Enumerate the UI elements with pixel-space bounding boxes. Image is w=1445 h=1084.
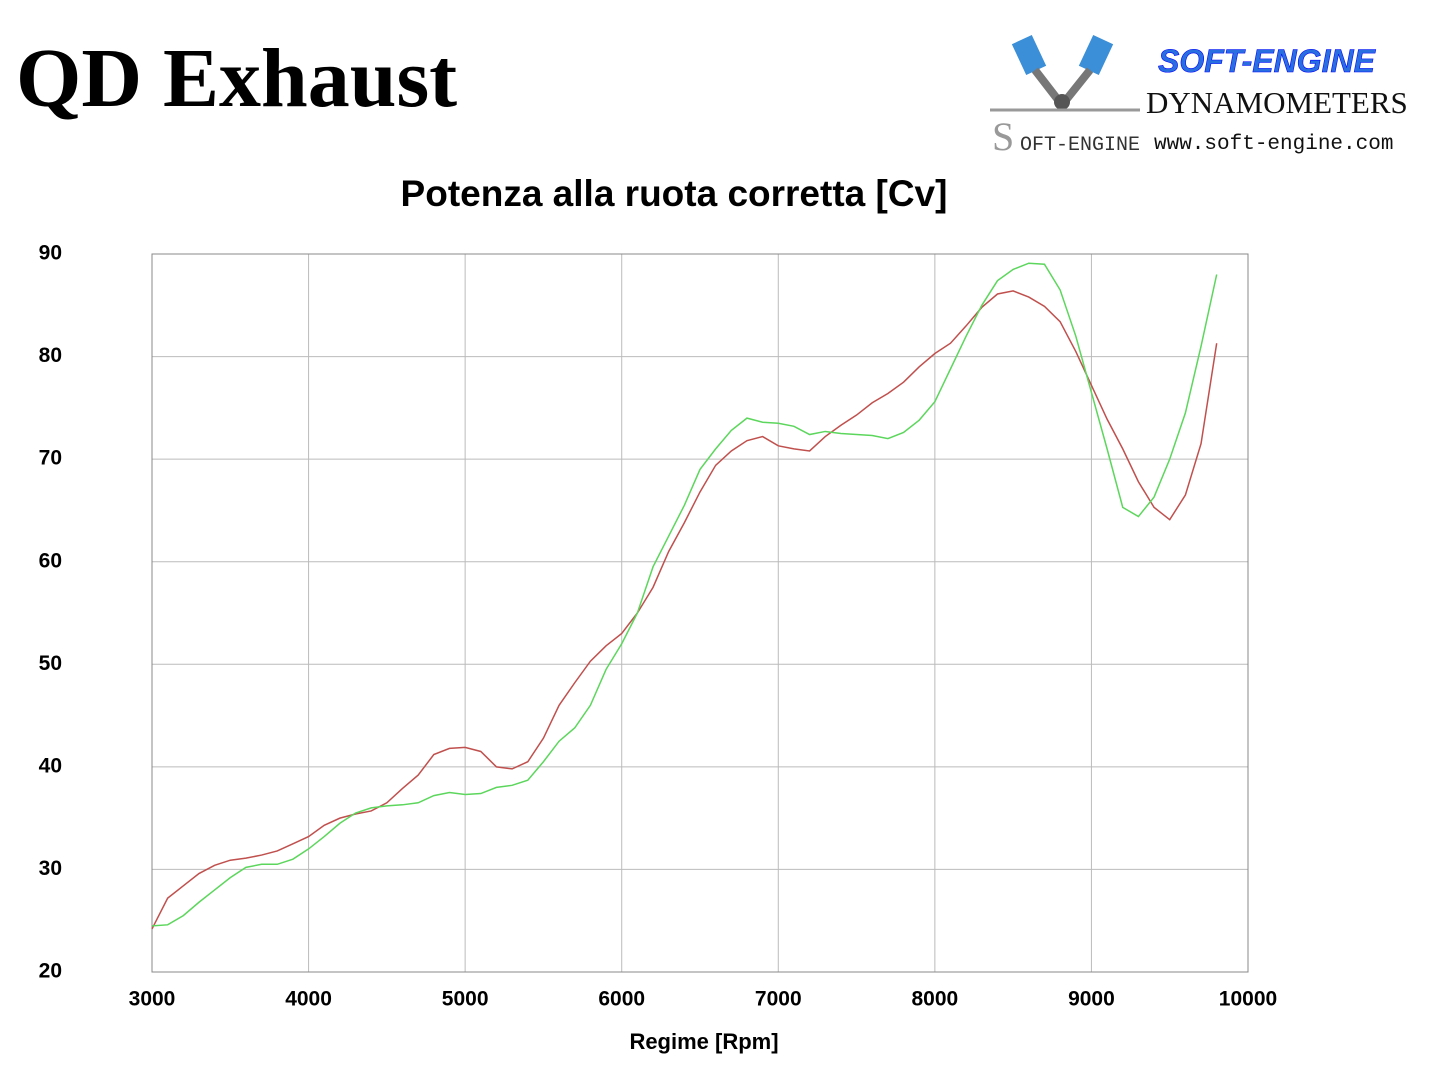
y-tick-label: 90 xyxy=(39,242,62,265)
logo-s: S xyxy=(992,114,1014,159)
y-tick-label: 60 xyxy=(39,549,62,572)
x-tick-label: 10000 xyxy=(1219,988,1277,1011)
chart-title: Potenza alla ruota corretta [Cv] xyxy=(401,173,948,214)
logo-subtitle: DYNAMOMETERS xyxy=(1146,85,1408,120)
x-tick-label: 9000 xyxy=(1068,988,1115,1011)
x-tick-label: 4000 xyxy=(285,988,332,1011)
page-title: QD Exhaust xyxy=(16,32,457,125)
x-tick-label: 7000 xyxy=(755,988,802,1011)
y-tick-label: 70 xyxy=(39,447,62,470)
logo-url: www.soft-engine.com xyxy=(1154,133,1393,156)
plot-frame xyxy=(151,253,1249,973)
x-tick-label: 8000 xyxy=(911,988,958,1011)
y-tick-label: 50 xyxy=(39,652,62,675)
piston xyxy=(1011,34,1047,76)
crank xyxy=(1054,94,1070,110)
x-tick-label: 6000 xyxy=(598,988,645,1011)
series-line xyxy=(151,290,1218,930)
y-tick-label: 20 xyxy=(39,960,62,983)
y-tick-label: 40 xyxy=(39,754,62,777)
x-axis-label: Regime [Rpm] xyxy=(629,1029,778,1054)
logo-badge: OFT-ENGINE xyxy=(1020,134,1140,157)
x-tick-label: 3000 xyxy=(129,988,176,1011)
logo: S OFT-ENGINE SOFT-ENGINE DYNAMOMETERS ww… xyxy=(990,34,1408,159)
piston xyxy=(1078,34,1114,76)
y-tick-label: 30 xyxy=(39,857,62,880)
logo-brand: SOFT-ENGINE xyxy=(1158,43,1377,79)
series-line xyxy=(151,262,1218,927)
x-tick-label: 5000 xyxy=(442,988,489,1011)
y-tick-label: 80 xyxy=(39,344,62,367)
